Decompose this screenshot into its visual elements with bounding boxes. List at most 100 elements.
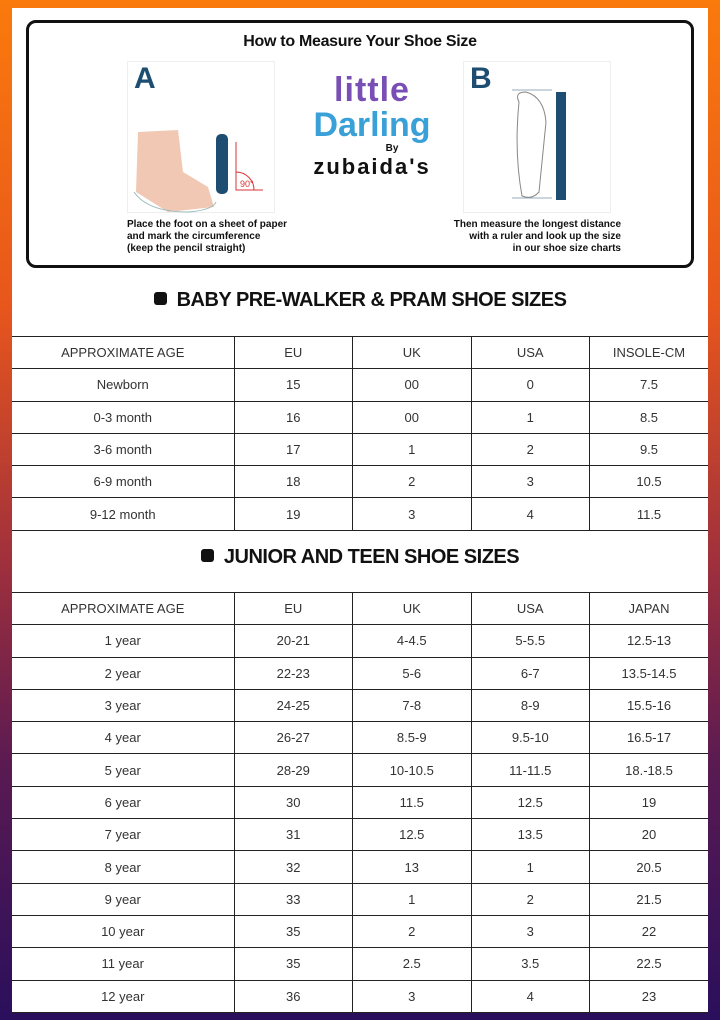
column-header: USA (470, 591, 590, 626)
table-cell: 3 (470, 914, 590, 949)
column-header: INSOLE-CM (589, 335, 708, 370)
table-cell: 2 (352, 914, 472, 949)
ruler-footprint-icon (512, 89, 566, 200)
table-cell: 26-27 (233, 721, 353, 755)
step-a-letter: A (134, 62, 156, 95)
table-cell: 2.5 (352, 947, 472, 981)
baby-section-title: BABY PRE-WALKER & PRAM SHOE SIZES (12, 289, 708, 312)
table-cell: 20 (589, 818, 708, 852)
table-cell: 22-23 (233, 656, 353, 690)
column-header: APPROXIMATE AGE (12, 591, 235, 626)
table-cell: 1 (352, 432, 472, 467)
table-cell: 18 (233, 465, 353, 499)
table-row: 3 year 24-25 7-8 8-9 15.5-16 (12, 688, 708, 723)
table-cell: 4 (470, 979, 590, 1013)
table-cell: 8-9 (470, 688, 590, 723)
table-cell: 10 year (12, 914, 235, 949)
table-cell: 23 (589, 979, 708, 1013)
table-cell: 18.-18.5 (589, 753, 708, 787)
table-cell: 00 (352, 368, 472, 402)
table-cell: 3-6 month (12, 432, 235, 467)
column-header: UK (352, 591, 472, 626)
table-cell: 17 (233, 432, 353, 467)
junior-section-title: JUNIOR AND TEEN SHOE SIZES (12, 546, 708, 569)
table-cell: 11-11.5 (470, 753, 590, 787)
table-cell: 1 (470, 850, 590, 884)
table-cell: 2 (352, 465, 472, 499)
column-header: EU (233, 591, 353, 626)
table-cell: Newborn (12, 368, 235, 402)
svg-text:90°: 90° (240, 179, 254, 189)
table-cell: 22.5 (589, 947, 708, 981)
measure-guide: How to Measure Your Shoe Size A 90° Plac… (26, 20, 694, 268)
column-header: EU (233, 335, 353, 370)
table-cell: 8.5-9 (352, 721, 472, 755)
table-cell: 00 (352, 400, 472, 434)
table-cell: 9.5-10 (470, 721, 590, 755)
bullet-icon (153, 292, 167, 305)
table-cell: 10.5 (589, 465, 708, 499)
table-cell: 28-29 (233, 753, 353, 787)
column-header: UK (352, 335, 472, 370)
table-cell: 11.5 (589, 497, 708, 531)
table-cell: 7-8 (352, 688, 472, 723)
table-cell: 7.5 (589, 368, 708, 402)
table-row: 1 year 20-21 4-4.5 5-5.5 12.5-13 (12, 624, 708, 658)
guide-title: How to Measure Your Shoe Size (243, 33, 477, 50)
table-cell: 9.5 (589, 432, 708, 467)
table-cell: 1 (352, 882, 472, 916)
table-cell: 3 year (12, 688, 235, 723)
table-cell: 19 (233, 497, 353, 531)
table-row: 0-3 month 16 00 1 8.5 (12, 400, 708, 434)
table-cell: 32 (233, 850, 353, 884)
page: How to Measure Your Shoe Size A 90° Plac… (12, 8, 708, 1013)
table-cell: 13.5-14.5 (589, 656, 708, 690)
table-row: 2 year 22-23 5-6 6-7 13.5-14.5 (12, 656, 708, 690)
table-cell: 3 (352, 497, 472, 531)
table-cell: 12 year (12, 979, 235, 1013)
table-cell: 3 (470, 465, 590, 499)
table-row: 6-9 month 18 2 3 10.5 (12, 465, 708, 499)
table-cell: 9 year (12, 882, 235, 916)
table-cell: 0-3 month (12, 400, 235, 434)
table-cell: 0 (470, 368, 590, 402)
column-header: USA (470, 335, 590, 370)
table-cell: 5-5.5 (470, 624, 590, 658)
table-cell: 5 year (12, 753, 235, 787)
step-b-caption: Then measure the longest distance with a … (453, 219, 621, 254)
table-cell: 4-4.5 (352, 624, 472, 658)
table-cell: 6-9 month (12, 465, 235, 499)
table-row: 5 year 28-29 10-10.5 11-11.5 18.-18.5 (12, 753, 708, 787)
table-cell: 8.5 (589, 400, 708, 434)
table-cell: 5-6 (352, 656, 472, 690)
column-header: APPROXIMATE AGE (12, 335, 235, 370)
table-cell: 12.5 (470, 785, 590, 820)
table-cell: 15.5-16 (589, 688, 708, 723)
table-cell: 7 year (12, 818, 235, 852)
table-cell: 15 (233, 368, 353, 402)
table-cell: 30 (233, 785, 353, 820)
table-row: 7 year 31 12.5 13.5 20 (12, 818, 708, 852)
table-cell: 12.5 (352, 818, 472, 852)
junior-size-table: APPROXIMATE AGE EU UK USA JAPAN 1 year 20-21 4-… (12, 591, 708, 1013)
table-cell: 13 (352, 850, 472, 884)
table-row: Newborn 15 00 0 7.5 (12, 368, 708, 402)
table-cell: 36 (233, 979, 353, 1013)
table-row: 6 year 30 11.5 12.5 19 (12, 785, 708, 820)
table-cell: 11 year (12, 947, 235, 981)
step-a-illustration: A 90° (127, 61, 275, 213)
column-header: JAPAN (589, 591, 708, 626)
table-cell: 21.5 (589, 882, 708, 916)
table-row: 4 year 26-27 8.5-9 9.5-10 16.5-17 (12, 721, 708, 755)
table-cell: 33 (233, 882, 353, 916)
table-cell: 1 (470, 400, 590, 434)
table-cell: 8 year (12, 850, 235, 884)
table-cell: 2 (470, 432, 590, 467)
step-a-caption: Place the foot on a sheet of paper and ma… (127, 219, 288, 254)
table-cell: 2 (470, 882, 590, 916)
table-cell: 24-25 (233, 688, 353, 723)
table-cell: 20.5 (589, 850, 708, 884)
table-cell: 12.5-13 (589, 624, 708, 658)
header-row: APPROXIMATE AGE EU UK USA INSOLE-CM (12, 335, 708, 370)
table-row: 10 year 35 2 3 22 (12, 914, 708, 949)
